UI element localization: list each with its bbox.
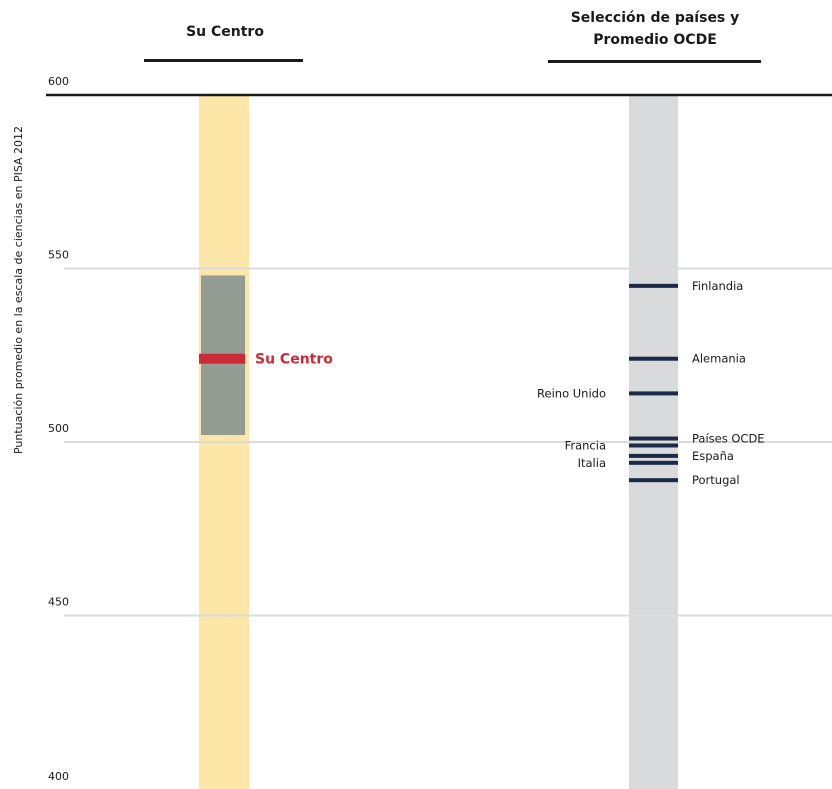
country-label-portugal: Portugal (692, 473, 740, 487)
country-marker-países-ocde (629, 436, 678, 441)
y-tick-550: 550 (48, 249, 69, 262)
country-label-españa: España (692, 449, 734, 463)
country-marker-reino-unido (629, 391, 678, 396)
su-centro-marker-label: Su Centro (255, 352, 333, 368)
y-tick-600: 600 (48, 75, 69, 88)
y-tick-500: 500 (48, 422, 69, 435)
countries-header-line1: Selección de países y (570, 10, 740, 26)
country-label-finlandia: Finlandia (692, 279, 743, 293)
su-centro-header: Su Centro (186, 24, 264, 40)
country-marker-españa (629, 453, 678, 458)
countries-header-line2: Promedio OCDE (593, 32, 717, 48)
countries-header-rule (548, 60, 761, 63)
country-label-italia: Italia (578, 456, 606, 470)
y-axis-label: Puntuación promedio en la escala de cien… (12, 126, 25, 454)
country-label-alemania: Alemania (692, 352, 746, 366)
su-centro-header-rule (144, 59, 303, 62)
su-centro-marker (199, 353, 245, 364)
country-marker-italia (629, 460, 678, 465)
country-label-francia: Francia (565, 438, 606, 452)
country-label-países-ocde: Países OCDE (692, 432, 765, 446)
country-label-reino-unido: Reino Unido (537, 386, 606, 400)
y-tick-400: 400 (48, 770, 69, 783)
country-marker-portugal (629, 478, 678, 483)
country-marker-finlandia (629, 283, 678, 288)
y-tick-450: 450 (48, 596, 69, 609)
country-marker-francia (629, 443, 678, 448)
country-marker-alemania (629, 356, 678, 361)
